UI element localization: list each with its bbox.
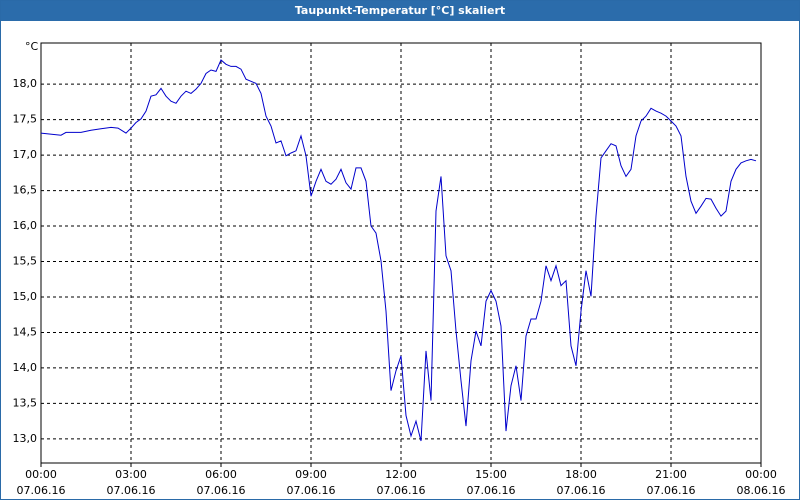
chart: °C 13,0 13,5 14,0 14,5 15,0 15,5 16,0 16,5 17,0 1…: [13, 40, 786, 497]
y-tick-label: 17,5: [13, 113, 38, 126]
x-tick-date: 07.06.16: [197, 484, 246, 497]
x-tick-label: 09:00: [295, 468, 327, 481]
y-tick-label: 15,5: [13, 255, 38, 268]
y-unit: °C: [25, 40, 39, 53]
x-tick-date: 08.06.16: [737, 484, 786, 497]
x-tick-date: 07.06.16: [287, 484, 336, 497]
x-tick-label: 12:00: [385, 468, 417, 481]
x-tick-label: 06:00: [205, 468, 237, 481]
x-tick-date: 07.06.16: [647, 484, 696, 497]
x-tick-label: 00:00: [745, 468, 777, 481]
y-tick-label: 16,5: [13, 184, 38, 197]
x-tick-label: 18:00: [565, 468, 597, 481]
chart-title: Taupunkt-Temperatur [°C] skaliert: [1, 1, 799, 21]
y-tick-label: 15,0: [13, 290, 38, 303]
x-tick-date: 07.06.16: [557, 484, 606, 497]
y-tick-label: 16,0: [13, 219, 38, 232]
data-line: [40, 59, 757, 442]
y-tick-label: 17,0: [13, 148, 38, 161]
y-tick-label: 14,5: [13, 325, 38, 338]
y-tick-label: 18,0: [13, 77, 38, 90]
plot-frame: [40, 42, 762, 464]
y-tick-label: 14,0: [13, 361, 38, 374]
x-tick-date: 07.06.16: [107, 484, 156, 497]
y-tick-label: 13,0: [13, 432, 38, 445]
x-tick-date: 07.06.16: [377, 484, 426, 497]
x-tick-label: 21:00: [655, 468, 687, 481]
x-tick-label: 03:00: [115, 468, 147, 481]
x-tick-date: 07.06.16: [17, 484, 66, 497]
x-tick-date: 07.06.16: [467, 484, 516, 497]
x-tick-label: 00:00: [25, 468, 57, 481]
y-tick-label: 13,5: [13, 396, 38, 409]
x-tick-label: 15:00: [475, 468, 507, 481]
